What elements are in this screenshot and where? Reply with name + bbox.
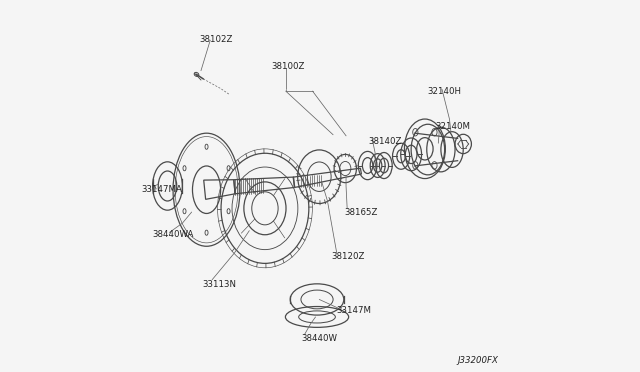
- Text: 38440WA: 38440WA: [152, 230, 194, 239]
- Text: 33147MA: 33147MA: [141, 185, 182, 194]
- Text: 32140M: 32140M: [435, 122, 470, 131]
- Text: 38140Z: 38140Z: [369, 137, 402, 146]
- Text: 38165Z: 38165Z: [344, 208, 378, 217]
- Text: 38440W: 38440W: [301, 334, 337, 343]
- Text: 38102Z: 38102Z: [199, 35, 232, 44]
- Text: 33147M: 33147M: [337, 306, 372, 315]
- Text: J33200FX: J33200FX: [458, 356, 499, 365]
- Text: 38100Z: 38100Z: [271, 62, 305, 71]
- Text: 32140H: 32140H: [428, 87, 462, 96]
- Text: 33113N: 33113N: [203, 280, 237, 289]
- Text: 38120Z: 38120Z: [331, 252, 365, 261]
